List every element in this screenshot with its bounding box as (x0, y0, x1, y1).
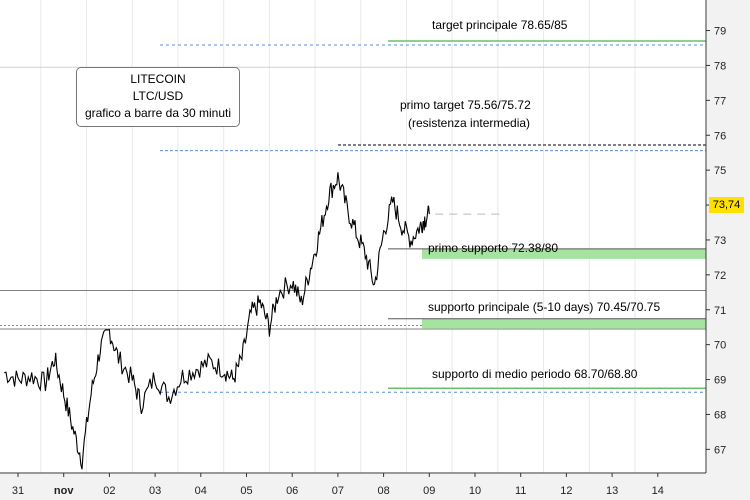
level-label: target principale 78.65/85 (432, 18, 568, 32)
y-tick-label: 69 (714, 375, 726, 387)
level-label: primo supporto 72.38/80 (428, 241, 558, 255)
instrument-info-box: LITECOIN LTC/USD grafico a barre da 30 m… (76, 67, 240, 127)
price-line (4, 172, 430, 470)
y-tick-label: 73 (714, 235, 726, 247)
y-tick-label: 70 (714, 340, 726, 352)
y-tick-label: 68 (714, 409, 726, 421)
x-tick-label: 14 (652, 485, 664, 497)
x-tick-label: 10 (469, 485, 481, 497)
x-tick-label: 31 (12, 485, 24, 497)
y-tick-label: 72 (714, 270, 726, 282)
y-tick-label: 79 (714, 26, 726, 38)
support-band (422, 248, 706, 259)
y-tick-label: 67 (714, 444, 726, 456)
y-tick-label: 75 (714, 165, 726, 177)
support-band (422, 318, 706, 329)
y-axis-background (707, 0, 750, 500)
y-tick-label: 78 (714, 60, 726, 72)
gridlines (40, 0, 636, 473)
x-tick-label: 04 (195, 485, 207, 497)
x-tick-label: nov (54, 485, 74, 497)
level-label: (resistenza intermedia) (408, 116, 530, 130)
x-tick-label: 09 (423, 485, 435, 497)
x-tick-label: 06 (286, 485, 298, 497)
reference-lines (0, 40, 706, 393)
x-tick-label: 02 (103, 485, 115, 497)
x-axis: 31 nov 02 03 04 05 06 07 08 09 10 11 12 13 14 (0, 472, 750, 500)
y-tick-label: 71 (714, 305, 726, 317)
x-tick-label: 05 (240, 485, 252, 497)
chart-caption: grafico a barre da 30 minuti (84, 106, 232, 120)
price-series (4, 172, 500, 470)
x-tick-label: 13 (606, 485, 618, 497)
y-axis: 67686970717273747576777879 (705, 0, 750, 500)
y-tick-label: 76 (714, 130, 726, 142)
support-bands (388, 248, 706, 329)
x-axis-background (0, 474, 750, 500)
x-tick-label: 07 (332, 485, 344, 497)
x-tick-label: 03 (149, 485, 161, 497)
level-label: supporto principale (5-10 days) 70.45/70… (428, 300, 660, 314)
level-label: primo target 75.56/75.72 (400, 98, 531, 112)
x-tick-label: 08 (377, 485, 389, 497)
y-tick-label: 77 (714, 95, 726, 107)
level-labels: target principale 78.65/85 primo target 7… (400, 18, 660, 381)
level-label: supporto di medio periodo 68.70/68.80 (432, 367, 638, 381)
chart-subtitle: LTC/USD (132, 89, 184, 103)
x-tick-label: 12 (560, 485, 572, 497)
chart-title: LITECOIN (130, 72, 186, 86)
last-price-tag: 73,74 (709, 197, 744, 213)
x-tick-label: 11 (515, 485, 526, 497)
